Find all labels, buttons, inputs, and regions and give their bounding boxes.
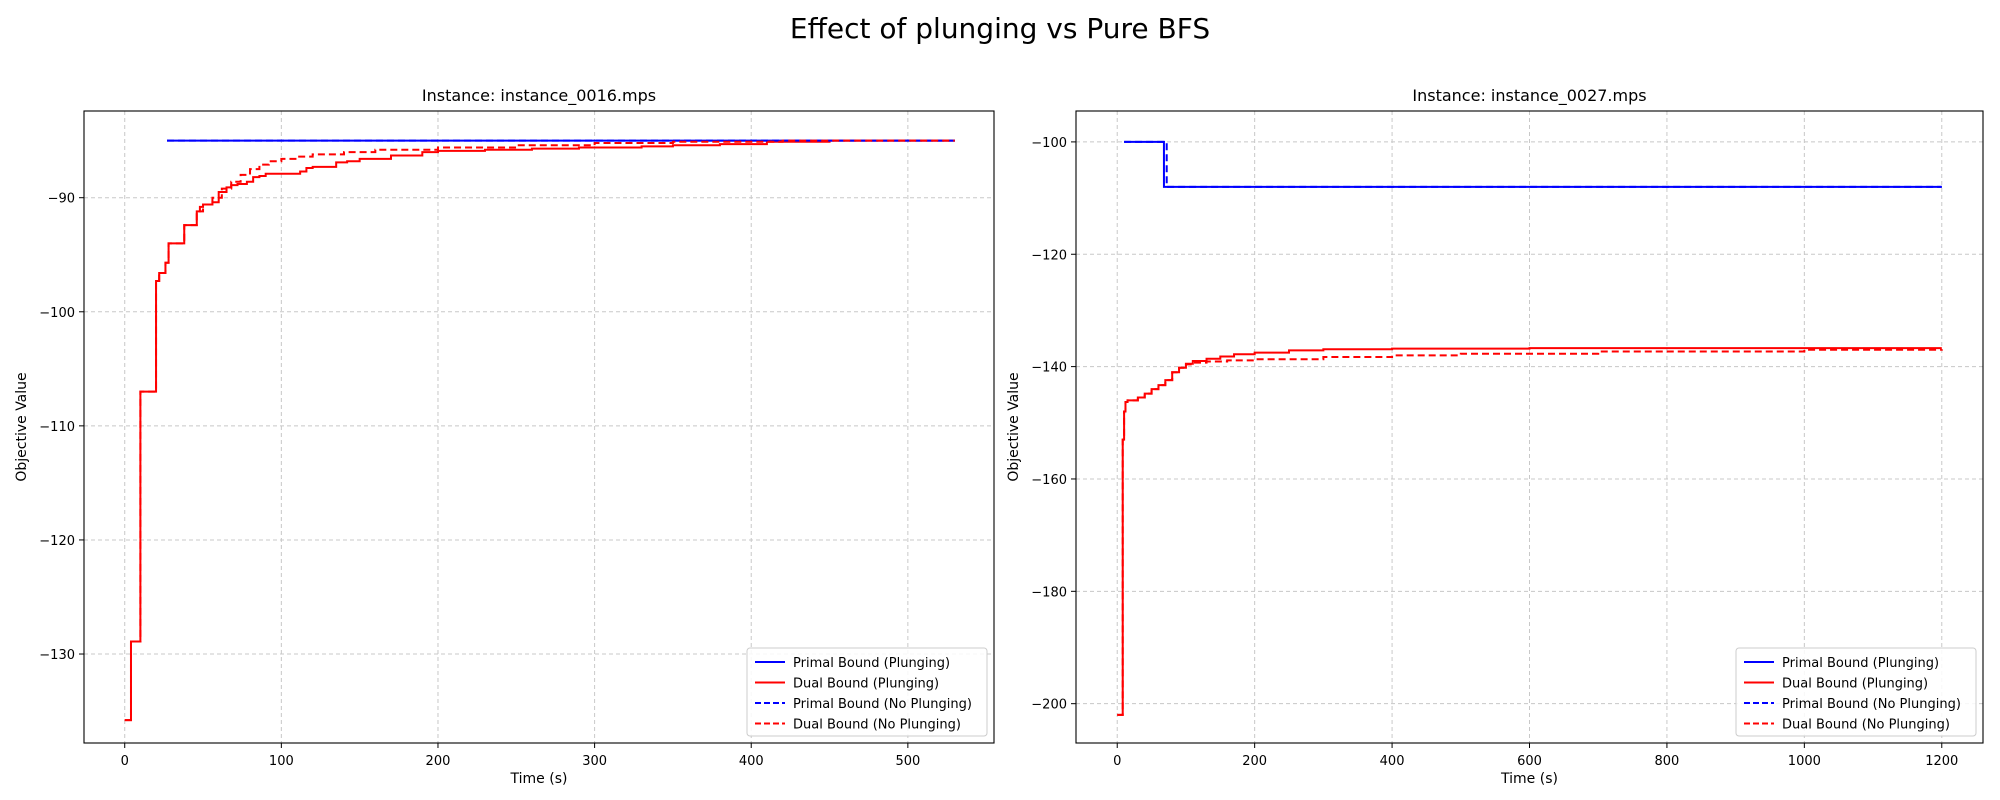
figure-title: Effect of plunging vs Pure BFS — [790, 12, 1210, 45]
x-tick-label: 200 — [426, 754, 451, 769]
series-line-4 — [124, 139, 955, 722]
subplot-instance-0016: 0 100 200 300 400 500 −130 −120 −110 −100 −90 Insta… — [14, 86, 995, 787]
x-tick-label: 500 — [895, 754, 920, 769]
y-tick-label: −140 — [1031, 361, 1067, 376]
y-tick-label: −100 — [39, 306, 75, 321]
y-tick-label: −120 — [1031, 248, 1067, 263]
y-tick-label: −160 — [1031, 473, 1067, 488]
legend-entry: Primal Bound (Plunging) — [793, 656, 950, 671]
y-tick-label: −110 — [39, 420, 75, 435]
x-tick-label: 0 — [1113, 754, 1121, 769]
x-tick-label: 600 — [1517, 754, 1542, 769]
y-axis-label: Objective Value — [1006, 372, 1022, 481]
x-axis-label: Time (s) — [510, 771, 568, 787]
subplot-title: Instance: instance_0027.mps — [1412, 86, 1646, 106]
legend: Primal Bound (Plunging) Dual Bound (Plung… — [746, 647, 988, 737]
y-tick-label: −90 — [48, 192, 75, 207]
subplot-title: Instance: instance_0016.mps — [422, 86, 656, 106]
subplot-instance-0027: 0 200 400 600 800 1000 1200 −200 −180 −160 −140 −12… — [1006, 86, 1984, 787]
legend-entry: Dual Bound (No Plunging) — [793, 718, 961, 733]
x-tick-label: 0 — [121, 754, 129, 769]
series-line-3 — [1124, 140, 1942, 188]
x-tick-label: 200 — [1242, 754, 1267, 769]
y-tick-label: −120 — [39, 534, 75, 549]
axes-frame — [83, 110, 995, 744]
series-group — [124, 139, 955, 722]
legend: Primal Bound (Plunging) Dual Bound (Plung… — [1735, 647, 1977, 737]
x-tick-label: 100 — [269, 754, 294, 769]
legend-entry: Primal Bound (Plunging) — [1782, 656, 1939, 671]
x-tick-label: 400 — [1380, 754, 1405, 769]
x-tick-label: 400 — [739, 754, 764, 769]
x-axis-label: Time (s) — [1500, 771, 1558, 787]
legend-entry: Dual Bound (No Plunging) — [1782, 718, 1950, 733]
legend-entry: Dual Bound (Plunging) — [793, 677, 939, 692]
y-tick-label: −100 — [1031, 136, 1067, 151]
y-tick-label: −180 — [1031, 585, 1067, 600]
legend-box — [1735, 647, 1977, 737]
y-tick-label: −200 — [1031, 698, 1067, 713]
legend-box — [746, 647, 988, 737]
x-tick-label: 300 — [582, 754, 607, 769]
x-tick-label: 800 — [1655, 754, 1680, 769]
legend-entry: Dual Bound (Plunging) — [1782, 677, 1928, 692]
x-tick-label: 1000 — [1788, 754, 1821, 769]
legend-entry: Primal Bound (No Plunging) — [793, 697, 972, 712]
series-line-4 — [1117, 348, 1943, 716]
y-tick-label: −130 — [39, 648, 75, 663]
x-tick-label: 1200 — [1925, 754, 1958, 769]
series-line-2 — [124, 139, 955, 722]
series-line-1 — [1124, 140, 1942, 188]
series-group — [1117, 140, 1943, 716]
y-axis-label: Objective Value — [14, 372, 30, 481]
legend-entry: Primal Bound (No Plunging) — [1782, 697, 1961, 712]
